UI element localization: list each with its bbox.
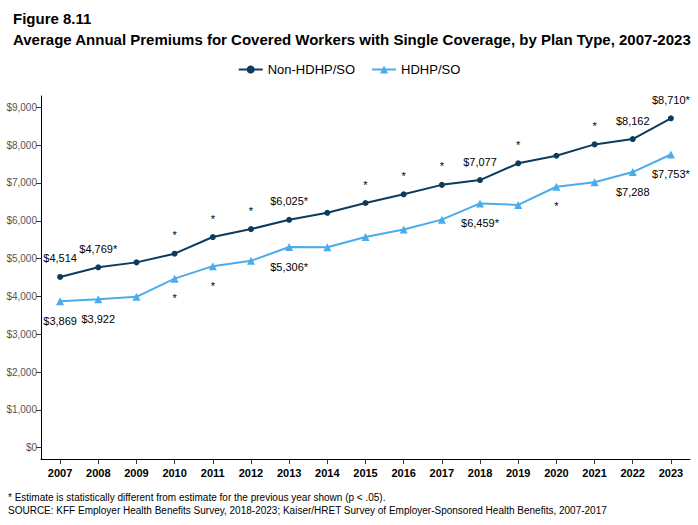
svg-text:2008: 2008 <box>86 467 110 479</box>
svg-text:2017: 2017 <box>430 467 454 479</box>
svg-text:2011: 2011 <box>201 467 225 479</box>
svg-text:$6,000: $6,000 <box>6 215 37 226</box>
svg-text:HDHP/SO: HDHP/SO <box>401 62 460 77</box>
svg-text:$9,000: $9,000 <box>6 102 37 113</box>
svg-text:*: * <box>211 213 216 225</box>
svg-text:$5,306*: $5,306* <box>270 261 309 273</box>
svg-text:2016: 2016 <box>391 467 415 479</box>
svg-text:*: * <box>363 179 368 191</box>
svg-text:$2,000: $2,000 <box>6 367 37 378</box>
svg-text:2009: 2009 <box>124 467 148 479</box>
svg-text:$8,162: $8,162 <box>616 115 650 127</box>
svg-text:Figure 8.11: Figure 8.11 <box>13 10 91 27</box>
svg-text:2023: 2023 <box>659 467 683 479</box>
svg-text:*: * <box>440 160 445 172</box>
svg-text:*: * <box>249 205 254 217</box>
svg-text:2020: 2020 <box>544 467 568 479</box>
svg-text:2007: 2007 <box>48 467 72 479</box>
svg-text:*: * <box>554 200 559 212</box>
svg-text:$7,000: $7,000 <box>6 177 37 188</box>
svg-text:$3,000: $3,000 <box>6 329 37 340</box>
svg-text:2010: 2010 <box>162 467 186 479</box>
svg-text:$6,459*: $6,459* <box>461 217 500 229</box>
svg-text:*: * <box>516 139 521 151</box>
svg-text:$4,000: $4,000 <box>6 291 37 302</box>
svg-text:*: * <box>211 280 216 292</box>
svg-text:$7,753*: $7,753* <box>652 168 691 180</box>
svg-text:Average Annual Premiums for Co: Average Annual Premiums for Covered Work… <box>13 31 691 48</box>
svg-text:2014: 2014 <box>315 467 340 479</box>
svg-text:Non-HDHP/SO: Non-HDHP/SO <box>268 62 355 77</box>
svg-text:$7,077: $7,077 <box>463 156 497 168</box>
svg-text:2022: 2022 <box>620 467 644 479</box>
svg-text:$1,000: $1,000 <box>6 404 37 415</box>
svg-text:SOURCE: KFF Employer Health Be: SOURCE: KFF Employer Health Benefits Sur… <box>8 505 607 516</box>
svg-text:2018: 2018 <box>468 467 492 479</box>
svg-text:$5,000: $5,000 <box>6 253 37 264</box>
svg-text:*: * <box>592 120 597 132</box>
svg-text:$0: $0 <box>26 442 38 453</box>
svg-text:$4,514: $4,514 <box>43 252 77 264</box>
svg-text:$8,000: $8,000 <box>6 140 37 151</box>
svg-text:2021: 2021 <box>582 467 606 479</box>
svg-text:*: * <box>172 229 177 241</box>
svg-text:$3,922: $3,922 <box>81 313 115 325</box>
svg-text:*: * <box>172 292 177 304</box>
svg-text:2012: 2012 <box>239 467 263 479</box>
svg-text:$4,769*: $4,769* <box>79 243 118 255</box>
svg-text:*: * <box>402 170 407 182</box>
svg-text:$3,869: $3,869 <box>43 315 77 327</box>
svg-text:$7,288: $7,288 <box>616 186 650 198</box>
svg-text:2019: 2019 <box>506 467 530 479</box>
svg-text:$8,710*: $8,710* <box>652 94 691 106</box>
svg-text:2015: 2015 <box>353 467 377 479</box>
svg-text:2013: 2013 <box>277 467 301 479</box>
svg-text:$6,025*: $6,025* <box>270 195 309 207</box>
svg-text:* Estimate is statistically di: * Estimate is statistically different fr… <box>8 492 385 503</box>
